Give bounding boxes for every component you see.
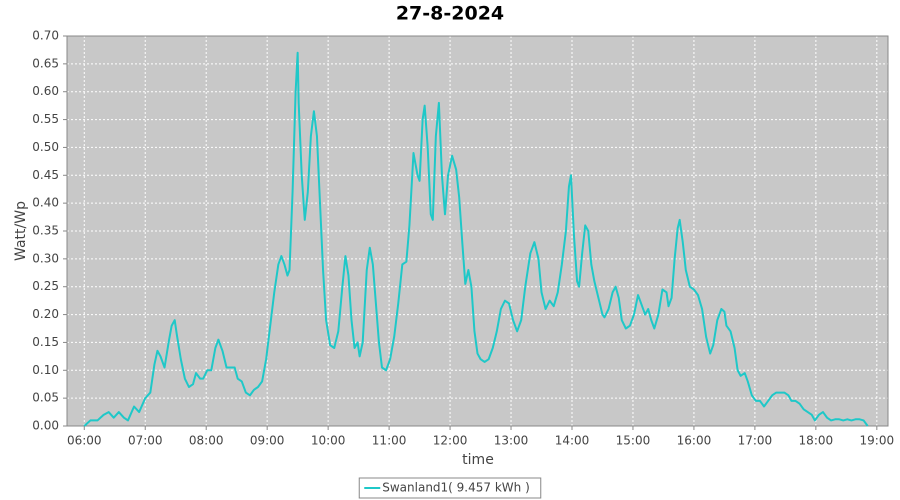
data-line [83, 51, 869, 427]
y-tick-label: 0.55 [32, 112, 59, 126]
y-tick-label: 0.70 [32, 29, 59, 43]
x-tick-label: 18:00 [799, 434, 834, 448]
y-tick-label: 0.60 [32, 84, 59, 98]
plot-border [66, 35, 889, 427]
x-tick-label: 12:00 [433, 434, 468, 448]
x-tick-label: 14:00 [555, 434, 590, 448]
x-tick-label: 09:00 [250, 434, 285, 448]
y-tick-label: 0.45 [32, 168, 59, 182]
y-tick-label: 0.50 [32, 140, 59, 154]
legend-label: Swanland1( 9.457 kWh ) [382, 481, 530, 495]
y-tick-label: 0.35 [32, 224, 59, 238]
y-tick-label: 0.00 [32, 419, 59, 433]
y-tick-label: 0.10 [32, 363, 59, 377]
x-tick-label: 17:00 [738, 434, 773, 448]
x-tick-label: 16:00 [677, 434, 712, 448]
x-axis-label: time [462, 452, 494, 468]
y-tick-label: 0.20 [32, 307, 59, 321]
x-tick-label: 19:00 [860, 434, 895, 448]
x-tick-label: 15:00 [616, 434, 651, 448]
legend: Swanland1( 9.457 kWh ) [358, 477, 542, 499]
x-tick-label: 10:00 [311, 434, 346, 448]
y-tick-label: 0.05 [32, 391, 59, 405]
chart-title: 27-8-2024 [396, 3, 504, 25]
x-tick-label: 06:00 [67, 434, 102, 448]
y-tick-label: 0.25 [32, 279, 59, 293]
y-tick-label: 0.30 [32, 251, 59, 265]
x-tick-label: 07:00 [128, 434, 163, 448]
x-tick-label: 13:00 [494, 434, 529, 448]
y-tick-label: 0.40 [32, 196, 59, 210]
x-tick-label: 08:00 [189, 434, 224, 448]
y-tick-label: 0.15 [32, 335, 59, 349]
x-tick-label: 11:00 [372, 434, 407, 448]
legend-box [358, 477, 542, 499]
y-axis-label: Watt/Wp [13, 201, 29, 261]
y-tick-label: 0.65 [32, 56, 59, 70]
